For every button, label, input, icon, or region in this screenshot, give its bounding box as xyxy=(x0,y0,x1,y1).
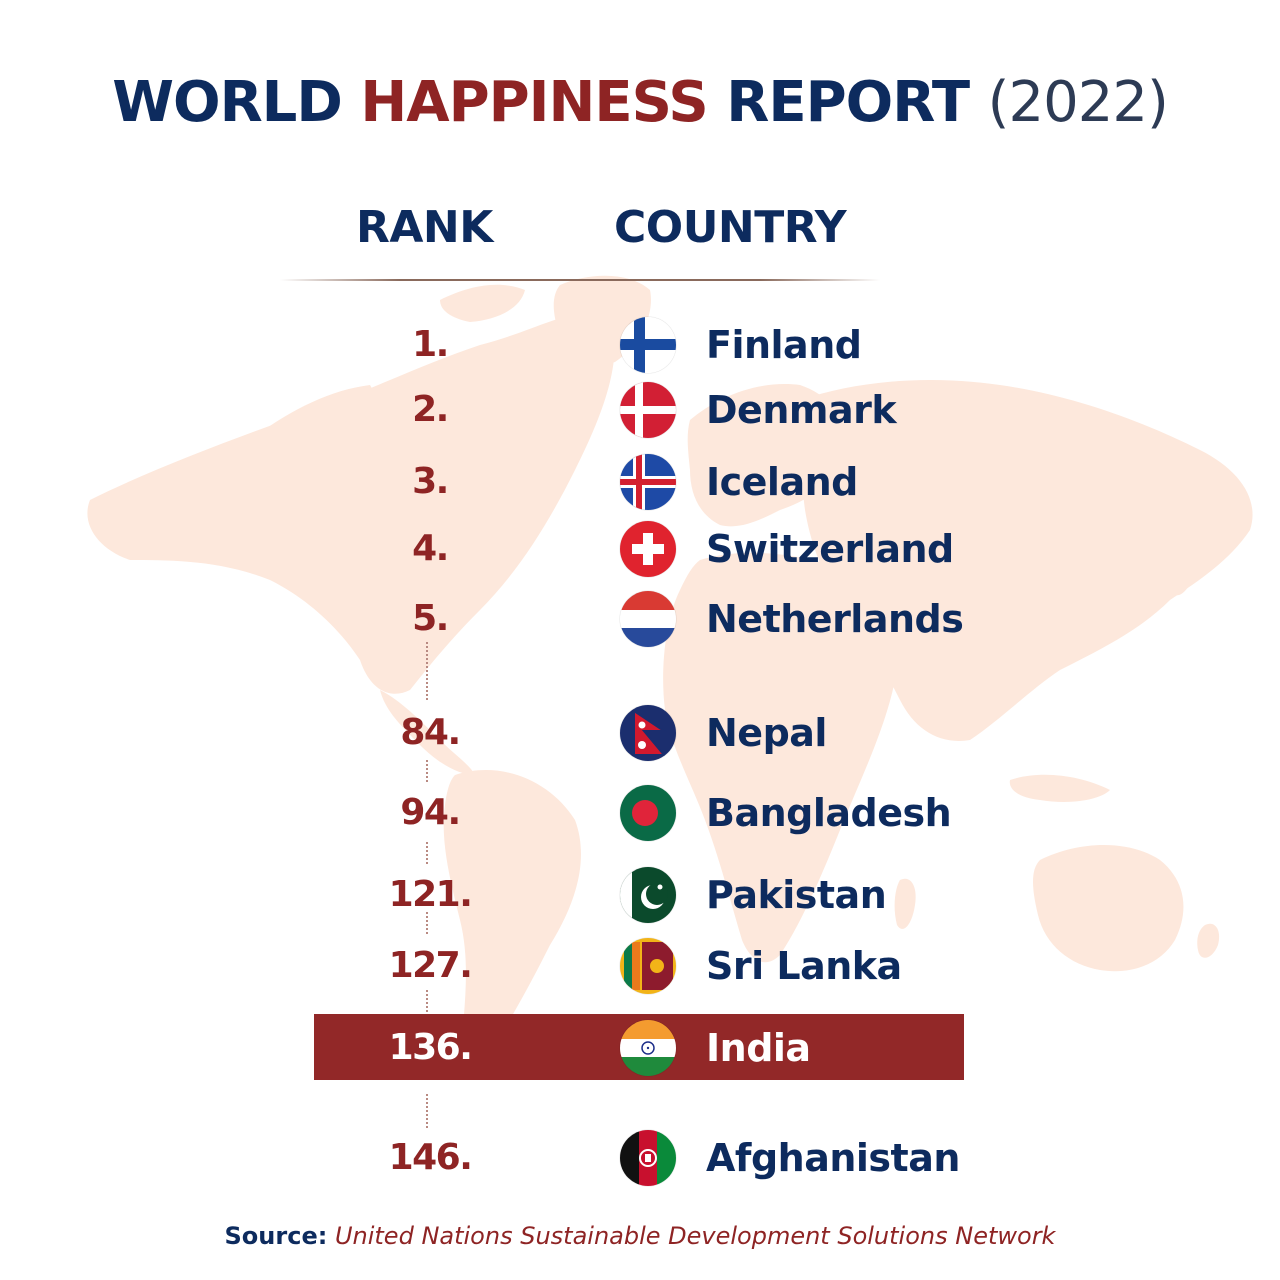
title-world: WORLD xyxy=(112,70,343,135)
country-name: Afghanistan xyxy=(706,1136,960,1180)
ranking-row: 127. Sri Lanka xyxy=(0,936,1280,996)
nepal-flag-icon xyxy=(620,705,676,761)
switzerland-flag-icon xyxy=(620,521,676,577)
ranking-row: 1. Finland xyxy=(0,315,1280,375)
rank-gap-connector xyxy=(426,912,428,934)
country-name: Netherlands xyxy=(706,597,964,641)
sri-lanka-flag-icon xyxy=(620,938,676,994)
rank-value: 5. xyxy=(412,598,449,639)
country-name: India xyxy=(706,1026,811,1070)
ranking-row: 94. Bangladesh xyxy=(0,783,1280,843)
bangladesh-flag-icon xyxy=(620,785,676,841)
country-name: Sri Lanka xyxy=(706,944,902,988)
ranking-row: 2. Denmark xyxy=(0,380,1280,440)
source-label: Source: xyxy=(224,1222,328,1250)
rank-gap-connector xyxy=(426,1094,428,1128)
ranking-row: 3. Iceland xyxy=(0,452,1280,512)
rank-value: 136. xyxy=(388,1027,473,1068)
rank-value: 2. xyxy=(412,389,449,430)
source-text: United Nations Sustainable Development S… xyxy=(334,1222,1056,1250)
ranking-row: 5. Netherlands xyxy=(0,589,1280,649)
rank-gap-connector xyxy=(426,760,428,782)
pakistan-flag-icon xyxy=(620,867,676,923)
iceland-flag-icon xyxy=(620,454,676,510)
rank-value: 1. xyxy=(412,324,449,365)
finland-flag-icon xyxy=(620,317,676,373)
title-happiness: HAPPINESS xyxy=(360,70,708,135)
rank-value: 146. xyxy=(388,1137,473,1178)
rank-gap-connector xyxy=(426,642,428,700)
ranking-row-highlighted: 136. India xyxy=(0,1018,1280,1078)
rank-value: 94. xyxy=(400,792,461,833)
ranking-row: 84. Nepal xyxy=(0,703,1280,763)
rank-value: 121. xyxy=(388,874,473,915)
header-divider xyxy=(280,279,880,281)
india-flag-icon xyxy=(620,1020,676,1076)
rank-value: 127. xyxy=(388,945,473,986)
afghanistan-flag-icon xyxy=(620,1130,676,1186)
ranking-row: 121. Pakistan xyxy=(0,865,1280,925)
country-name: Iceland xyxy=(706,460,858,504)
country-name: Denmark xyxy=(706,388,897,432)
country-name: Finland xyxy=(706,323,862,367)
denmark-flag-icon xyxy=(620,382,676,438)
title-report: REPORT xyxy=(726,70,970,135)
rank-column-header: RANK xyxy=(356,202,493,253)
rank-value: 84. xyxy=(400,712,461,753)
ranking-row: 4. Switzerland xyxy=(0,519,1280,579)
country-name: Bangladesh xyxy=(706,791,952,835)
country-name: Pakistan xyxy=(706,873,887,917)
ranking-row: 146. Afghanistan xyxy=(0,1128,1280,1188)
source-note: Source: United Nations Sustainable Devel… xyxy=(0,1222,1280,1250)
country-name: Nepal xyxy=(706,711,827,755)
page-title: WORLD HAPPINESS REPORT (2022) xyxy=(0,70,1280,135)
rank-value: 3. xyxy=(412,461,449,502)
country-name: Switzerland xyxy=(706,527,954,571)
title-year: (2022) xyxy=(987,70,1169,135)
netherlands-flag-icon xyxy=(620,591,676,647)
rank-gap-connector xyxy=(426,842,428,864)
country-column-header: COUNTRY xyxy=(614,202,847,253)
rank-value: 4. xyxy=(412,528,449,569)
rank-gap-connector xyxy=(426,990,428,1012)
